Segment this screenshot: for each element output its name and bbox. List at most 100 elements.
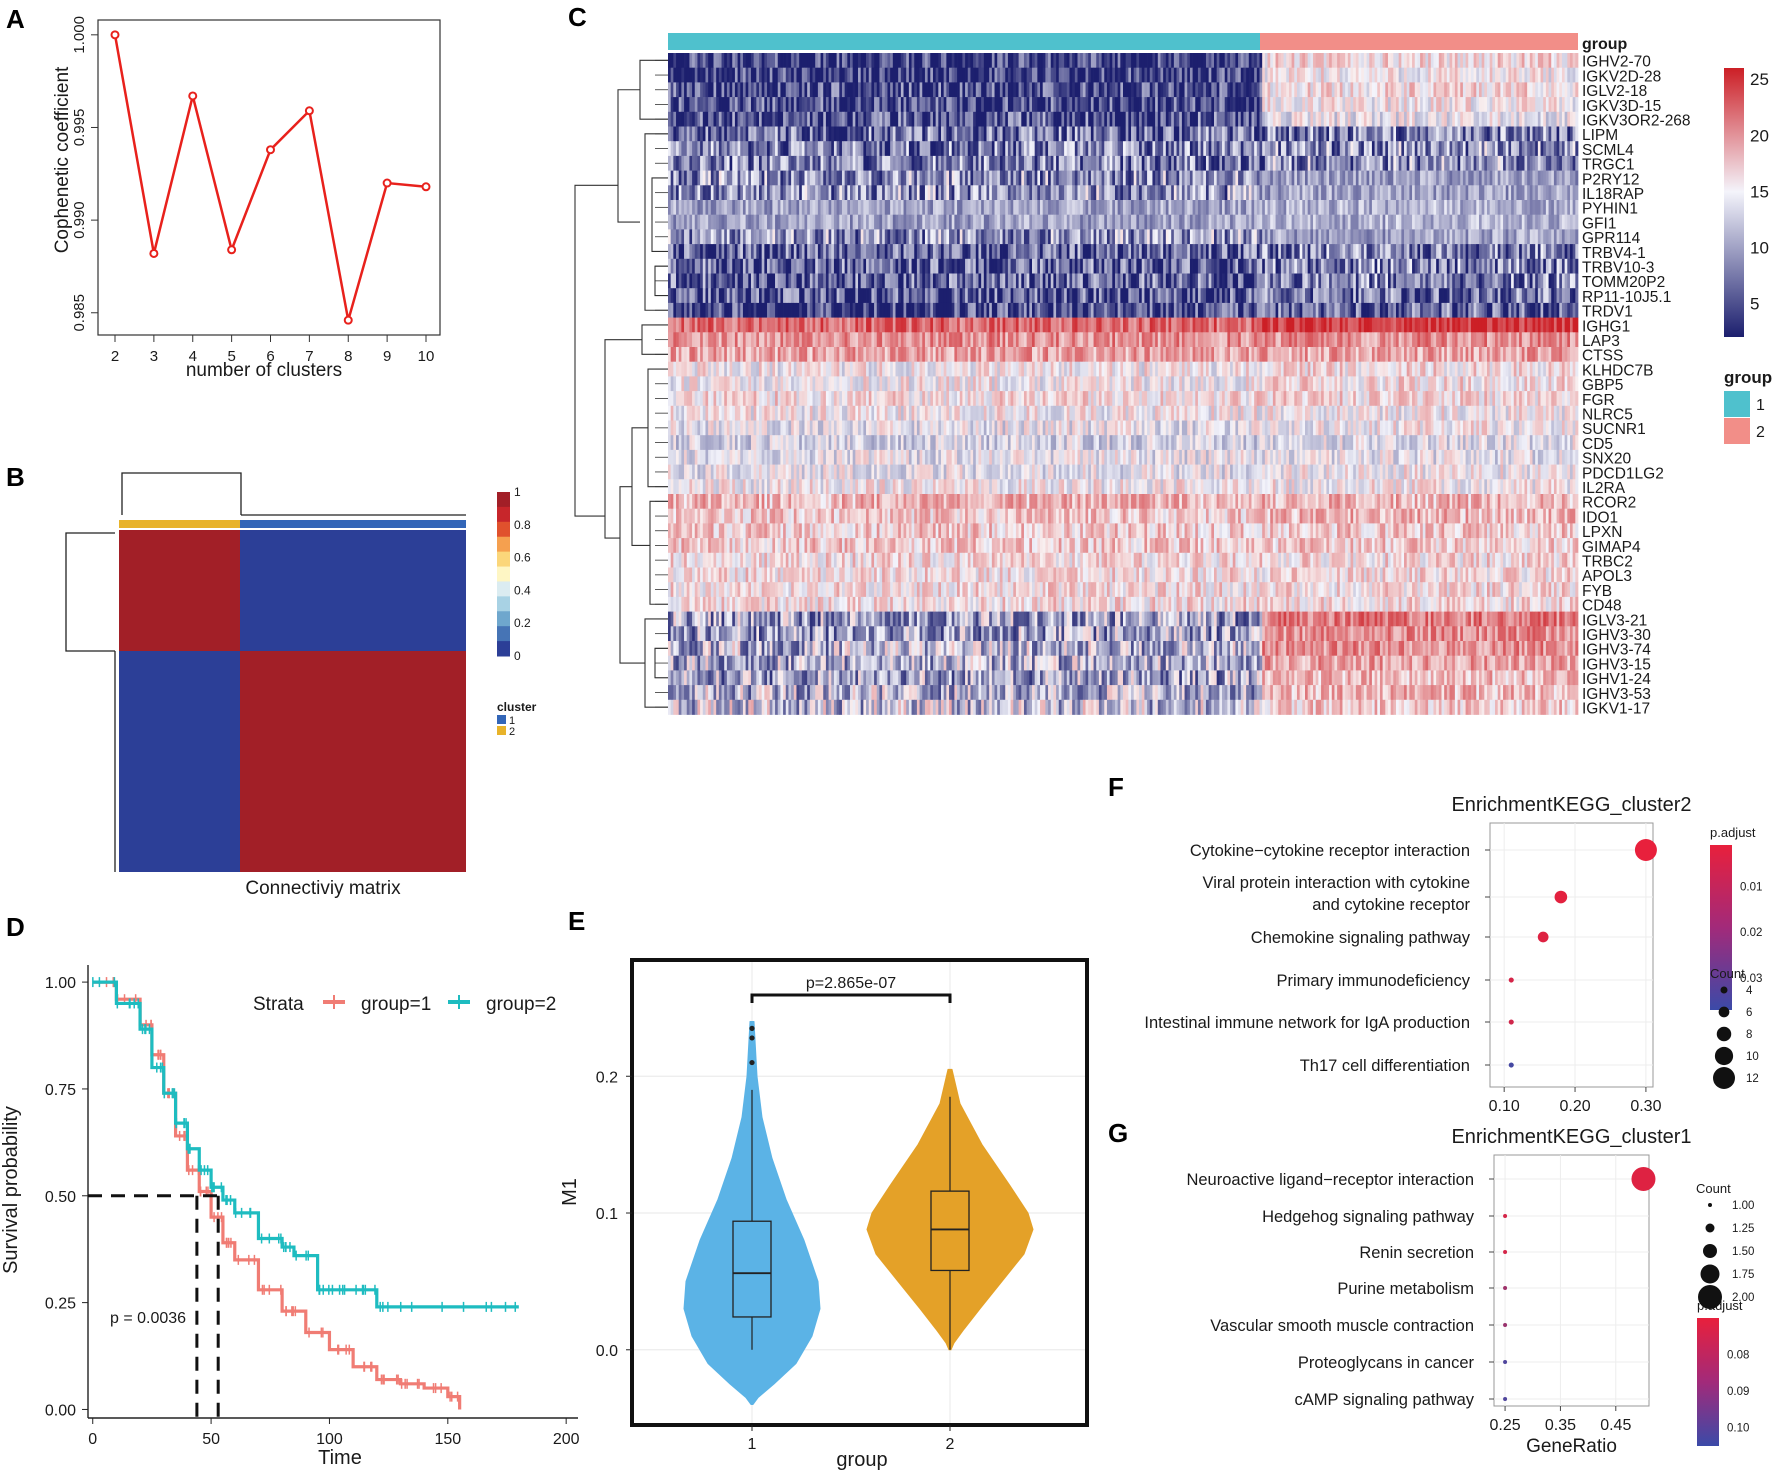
heatmap-cell (954, 67, 958, 83)
heatmap-cell (1230, 170, 1234, 186)
heatmap-cell (1125, 185, 1129, 201)
heatmap-cell (1396, 111, 1400, 127)
heatmap-cell (1184, 111, 1188, 127)
heatmap-cell (1214, 185, 1218, 201)
heatmap-cell (943, 97, 947, 113)
heatmap-cell (1117, 111, 1121, 127)
heatmap-cell (710, 214, 714, 230)
heatmap-cell (943, 229, 947, 245)
heatmap-cell (1056, 214, 1060, 230)
heatmap-cell (1026, 214, 1030, 230)
heatmap-cell (997, 67, 1001, 83)
heatmap-cell (1093, 53, 1097, 69)
heatmap-cell (689, 244, 693, 260)
heatmap-cell (1492, 244, 1496, 260)
heatmap-cell (1417, 244, 1421, 260)
heatmap-cell (1227, 229, 1231, 245)
heatmap-cell (1286, 214, 1290, 230)
heatmap-cell (1307, 126, 1311, 142)
heatmap-cell (1487, 141, 1491, 157)
heatmap-cell (1133, 170, 1137, 186)
heatmap-cell (1152, 200, 1156, 216)
heatmap-cell (836, 67, 840, 83)
heatmap-cell (729, 185, 733, 201)
heatmap-cell (1259, 97, 1263, 113)
heatmap-cell (761, 111, 765, 127)
heatmap-cell (962, 82, 966, 98)
heatmap-cell (895, 185, 899, 201)
heatmap-cell (866, 141, 870, 157)
heatmap-cell (908, 141, 912, 157)
heatmap-cell (911, 155, 915, 171)
heatmap-cell (1278, 111, 1282, 127)
heatmap-cell (1139, 82, 1143, 98)
heatmap-cell (1575, 170, 1579, 186)
heatmap-cell (713, 126, 717, 142)
heatmap-cell (962, 244, 966, 260)
heatmap-cell (989, 258, 993, 274)
heatmap-cell (828, 214, 832, 230)
heatmap-cell (957, 200, 961, 216)
heatmap-cell (1171, 170, 1175, 186)
heatmap-cell (1575, 67, 1579, 83)
heatmap-cell (1313, 53, 1317, 69)
heatmap-cell (1165, 141, 1169, 157)
heatmap-cell (858, 111, 862, 127)
heatmap-cell (1404, 200, 1408, 216)
heatmap-cell (1497, 170, 1501, 186)
heatmap-cell (1425, 141, 1429, 157)
heatmap-cell (1058, 126, 1062, 142)
heatmap-cell (887, 244, 891, 260)
heatmap-cell (1500, 244, 1504, 260)
heatmap-cell (783, 258, 787, 274)
heatmap-cell (1556, 214, 1560, 230)
heatmap-cell (718, 141, 722, 157)
heatmap-cell (850, 67, 854, 83)
heatmap-cell (1505, 126, 1509, 142)
heatmap-cell (1288, 214, 1292, 230)
heatmap-cell (1457, 126, 1461, 142)
heatmap-cell (1222, 229, 1226, 245)
heatmap-cell (1211, 229, 1215, 245)
heatmap-cell (1147, 126, 1151, 142)
heatmap-cell (852, 200, 856, 216)
heatmap-cell (1088, 97, 1092, 113)
heatmap-cell (1251, 170, 1255, 186)
heatmap-cell (748, 170, 752, 186)
heatmap-cell (860, 258, 864, 274)
heatmap-cell (1331, 82, 1335, 98)
heatmap-cell (1446, 214, 1450, 230)
heatmap-cell (1045, 67, 1049, 83)
heatmap-cell (1106, 244, 1110, 260)
heatmap-cell (1149, 53, 1153, 69)
heatmap-cell (1155, 244, 1159, 260)
heatmap-cell (791, 126, 795, 142)
heatmap-cell (1321, 126, 1325, 142)
heatmap-cell (1098, 111, 1102, 127)
heatmap-cell (1114, 214, 1118, 230)
heatmap-cell (847, 82, 851, 98)
heatmap-cell (1377, 200, 1381, 216)
heatmap-cell (908, 97, 912, 113)
heatmap-cell (1013, 258, 1017, 274)
heatmap-cell (930, 111, 934, 127)
heatmap-cell (1572, 170, 1576, 186)
heatmap-cell (1527, 111, 1531, 127)
heatmap-cell (874, 141, 878, 157)
heatmap-cell (1382, 170, 1386, 186)
heatmap-cell (753, 82, 757, 98)
heatmap-cell (1021, 155, 1025, 171)
heatmap-cell (1390, 141, 1394, 157)
heatmap-cell (997, 155, 1001, 171)
heatmap-cell (1436, 244, 1440, 260)
heatmap-cell (924, 126, 928, 142)
heatmap-cell (1007, 141, 1011, 157)
heatmap-cell (1310, 155, 1314, 171)
heatmap-cell (1492, 200, 1496, 216)
heatmap-cell (740, 141, 744, 157)
heatmap-cell (1433, 97, 1437, 113)
heatmap-cell (1505, 67, 1509, 83)
heatmap-cell (718, 82, 722, 98)
x-tick-label: 9 (383, 348, 391, 365)
heatmap-cell (1238, 53, 1242, 69)
